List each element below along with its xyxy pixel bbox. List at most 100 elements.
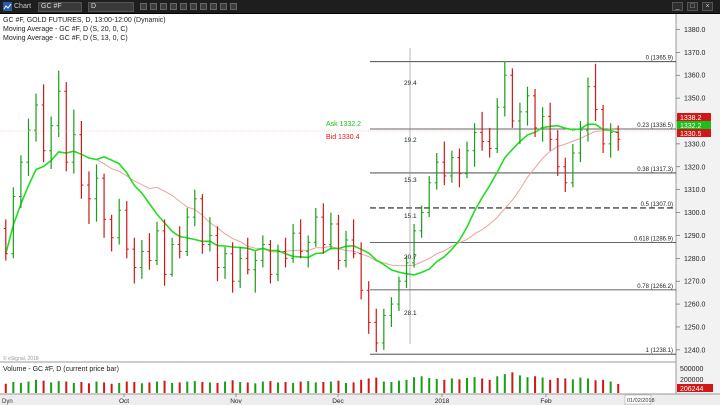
- price-bar[interactable]: [328, 212, 333, 250]
- price-bar[interactable]: [563, 157, 568, 192]
- price-bar[interactable]: [344, 230, 349, 268]
- toolbar-button-9[interactable]: [220, 3, 227, 10]
- price-bar[interactable]: [533, 88, 538, 138]
- price-bar[interactable]: [555, 130, 560, 176]
- price-bar[interactable]: [502, 61, 507, 117]
- price-bar[interactable]: [200, 194, 205, 254]
- price-bar[interactable]: [86, 171, 91, 224]
- toolbar-button-8[interactable]: [210, 3, 217, 10]
- price-bar[interactable]: [49, 116, 54, 170]
- price-bar[interactable]: [412, 223, 417, 268]
- price-bar[interactable]: [94, 164, 99, 222]
- close-button[interactable]: ×: [702, 2, 713, 11]
- price-chart[interactable]: 0 (1365.9) 0.23 (1336.5) 0.38 (1317.3) 0.5 …: [0, 14, 720, 405]
- price-bar[interactable]: [608, 123, 613, 158]
- price-bar[interactable]: [11, 187, 16, 259]
- price-bar[interactable]: [366, 281, 371, 334]
- price-bar[interactable]: [253, 251, 258, 293]
- price-bar[interactable]: [396, 276, 401, 311]
- price-bar[interactable]: [449, 150, 454, 183]
- price-bar[interactable]: [124, 201, 129, 259]
- price-bar[interactable]: [147, 233, 152, 270]
- price-bar[interactable]: [540, 107, 545, 142]
- interval-input[interactable]: D: [88, 2, 134, 12]
- price-bar[interactable]: [177, 226, 182, 259]
- price-bar[interactable]: [132, 237, 137, 284]
- price-bar[interactable]: [207, 217, 212, 252]
- price-bar[interactable]: [465, 141, 469, 179]
- price-bar[interactable]: [389, 297, 394, 327]
- price-bar[interactable]: [155, 221, 159, 266]
- price-bar[interactable]: [548, 102, 553, 151]
- price-bar[interactable]: [359, 242, 364, 300]
- toolbar-button-5[interactable]: [180, 3, 187, 10]
- price-axis[interactable]: [676, 14, 720, 405]
- price-bar[interactable]: [585, 77, 590, 142]
- price-bar[interactable]: [283, 237, 288, 268]
- toolbar-button-3[interactable]: [160, 3, 167, 10]
- price-bar[interactable]: [472, 123, 477, 167]
- price-bar[interactable]: [170, 237, 175, 277]
- price-bar[interactable]: [381, 308, 386, 350]
- price-bar[interactable]: [351, 219, 356, 259]
- price-bar[interactable]: [298, 219, 303, 259]
- price-bar[interactable]: [215, 226, 220, 282]
- price-bar[interactable]: [275, 244, 280, 282]
- price-bar[interactable]: [487, 127, 492, 158]
- price-bar[interactable]: [495, 98, 500, 154]
- toolbar-button-4[interactable]: [170, 3, 177, 10]
- price-bar[interactable]: [442, 141, 447, 186]
- price-bar[interactable]: [245, 237, 250, 275]
- price-bar[interactable]: [26, 118, 31, 176]
- price-bar[interactable]: [525, 86, 530, 126]
- price-bar[interactable]: [64, 82, 69, 172]
- price-bar[interactable]: [223, 246, 228, 279]
- price-bar[interactable]: [374, 308, 379, 353]
- price-bar[interactable]: [56, 70, 61, 138]
- price-bar[interactable]: [616, 125, 621, 151]
- price-bar[interactable]: [238, 246, 243, 289]
- price-bar[interactable]: [41, 84, 46, 163]
- price-bar[interactable]: [434, 153, 439, 190]
- price-bar[interactable]: [139, 239, 144, 279]
- price-bar[interactable]: [3, 219, 8, 261]
- price-bar[interactable]: [457, 148, 462, 188]
- price-bar[interactable]: [313, 207, 318, 247]
- minimize-button[interactable]: _: [672, 2, 683, 11]
- price-bar[interactable]: [34, 93, 39, 142]
- date-axis[interactable]: [0, 394, 720, 405]
- price-bar[interactable]: [117, 198, 122, 245]
- price-bar[interactable]: [71, 109, 76, 174]
- toolbar-button-2[interactable]: [150, 3, 157, 10]
- toolbar-button-1[interactable]: [140, 3, 147, 10]
- price-bar[interactable]: [102, 173, 107, 238]
- price-bar[interactable]: [291, 223, 296, 263]
- price-bar[interactable]: [18, 155, 23, 208]
- price-bar[interactable]: [162, 219, 167, 286]
- price-bar[interactable]: [510, 68, 515, 128]
- toolbar-button-7[interactable]: [200, 3, 207, 10]
- price-bar[interactable]: [230, 242, 235, 293]
- price-bar[interactable]: [306, 235, 311, 268]
- toolbar-button-6[interactable]: [190, 3, 197, 10]
- price-bar[interactable]: [79, 120, 84, 199]
- price-bar[interactable]: [336, 214, 341, 270]
- price-bar[interactable]: [578, 120, 583, 163]
- toolbar-button-10[interactable]: [230, 3, 237, 10]
- price-bar[interactable]: [404, 256, 409, 289]
- price-bar[interactable]: [192, 189, 197, 227]
- price-bar[interactable]: [601, 104, 606, 154]
- price-bar[interactable]: [427, 175, 432, 218]
- price-bar[interactable]: [185, 207, 190, 257]
- price-bar[interactable]: [260, 235, 265, 268]
- price-bar[interactable]: [419, 205, 424, 238]
- price-bar[interactable]: [517, 102, 522, 144]
- price-bar[interactable]: [570, 143, 575, 188]
- price-bar[interactable]: [109, 214, 114, 252]
- price-bar[interactable]: [321, 203, 326, 254]
- symbol-input[interactable]: GC #F: [38, 2, 82, 12]
- chart-icon[interactable]: [3, 2, 12, 11]
- maximize-button[interactable]: □: [687, 2, 698, 11]
- price-bar[interactable]: [268, 239, 273, 284]
- price-bar[interactable]: [593, 63, 598, 121]
